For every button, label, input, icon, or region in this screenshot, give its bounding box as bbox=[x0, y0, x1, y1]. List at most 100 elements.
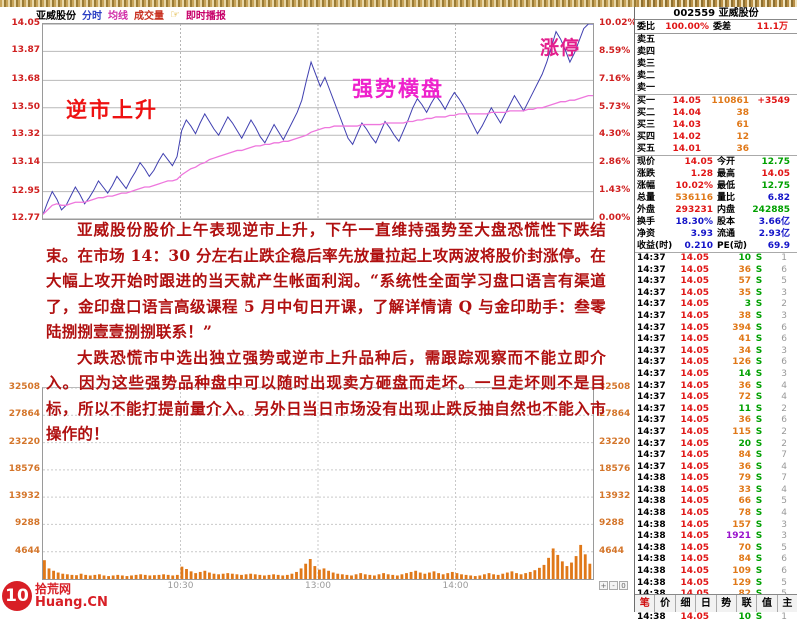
tick-side: S bbox=[755, 519, 763, 530]
bottom-tab[interactable]: 主 bbox=[782, 598, 793, 609]
bid-row[interactable]: 买二 14.04 38 bbox=[635, 107, 797, 119]
toolbar-tab-fenshi[interactable]: 分时 bbox=[82, 10, 102, 22]
tick-price: 14.05 bbox=[680, 368, 709, 379]
bid-delta bbox=[749, 131, 793, 143]
bid-delta bbox=[749, 119, 793, 131]
tick-volume: 70 bbox=[738, 542, 751, 553]
bid-volume: 12 bbox=[736, 132, 749, 142]
weicha-label: 委差 bbox=[713, 21, 732, 32]
stat-label-2: 内盘 bbox=[717, 205, 736, 215]
bid-row[interactable]: 买三 14.03 61 bbox=[635, 119, 797, 131]
bid-row[interactable]: 买四 14.02 12 bbox=[635, 131, 797, 143]
tick-row[interactable]: 14:38 14.05 70 S 5 bbox=[635, 543, 797, 555]
bid-level: 买一 bbox=[637, 96, 656, 106]
bottom-tab[interactable]: 势 bbox=[717, 595, 737, 612]
toolbar-tab-volume[interactable]: 成交量 bbox=[134, 10, 164, 22]
tick-row[interactable]: 14:38 14.05 1921 S 3 bbox=[635, 531, 797, 543]
tick-time: 14:37 bbox=[637, 357, 666, 368]
tick-row[interactable]: 14:38 14.05 109 S 6 bbox=[635, 566, 797, 578]
tick-row[interactable]: 14:37 14.05 126 S 6 bbox=[635, 357, 797, 369]
bottom-tab[interactable]: 笔 bbox=[635, 595, 656, 612]
ask-row[interactable]: 卖五 bbox=[635, 34, 797, 46]
tick-row[interactable]: 14:37 14.05 36 S 6 bbox=[635, 415, 797, 427]
tick-row[interactable]: 14:37 14.05 36 S 4 bbox=[635, 462, 797, 474]
ask-row[interactable]: 卖四 bbox=[635, 46, 797, 58]
bid-row[interactable]: 买一 14.05 110861 +3549 bbox=[635, 95, 797, 107]
bottom-tab[interactable]: 日 bbox=[696, 595, 717, 612]
tick-volume: 38 bbox=[738, 310, 751, 321]
tick-row[interactable]: 14:37 14.05 20 S 2 bbox=[635, 439, 797, 451]
tick-row[interactable]: 14:37 14.05 57 S 5 bbox=[635, 276, 797, 288]
stat-value-2: 14.05 bbox=[761, 169, 790, 179]
bottom-tab[interactable]: 细 bbox=[676, 595, 697, 612]
toolbar-live-broadcast[interactable]: 即时播报 bbox=[185, 10, 226, 22]
tick-by-tick-list[interactable]: 14:37 14.05 10 S 1 14:37 14.05 36 S 6 14:37 14.05 57… bbox=[635, 253, 797, 624]
tick-row[interactable]: 14:37 14.05 35 S 3 bbox=[635, 288, 797, 300]
tick-time: 14:38 bbox=[637, 542, 666, 553]
tick-volume: 66 bbox=[738, 496, 751, 507]
tick-row[interactable]: 14:38 14.05 129 S 5 bbox=[635, 578, 797, 590]
tick-price: 14.05 bbox=[680, 577, 709, 588]
tick-row[interactable]: 14:37 14.05 72 S 4 bbox=[635, 392, 797, 404]
toolbar-tab-junjia[interactable]: 均线 bbox=[108, 10, 128, 22]
bid-delta bbox=[749, 107, 793, 119]
ask-row[interactable]: 卖二 bbox=[635, 70, 797, 82]
zoom-reset-button[interactable]: 0 bbox=[619, 581, 628, 590]
tick-row[interactable]: 14:37 14.05 394 S 6 bbox=[635, 323, 797, 335]
tick-row[interactable]: 14:37 14.05 3 S 2 bbox=[635, 299, 797, 311]
tick-time: 14:37 bbox=[637, 276, 666, 287]
bid-book[interactable]: 买一 14.05 110861 +3549 买二 14.04 38 买三 14.03 61 买四 14… bbox=[635, 95, 797, 155]
chart-zoom-stepper[interactable]: + - 0 bbox=[599, 581, 628, 590]
volume-chart-plot[interactable] bbox=[42, 387, 594, 580]
tick-volume: 33 bbox=[738, 484, 751, 495]
tick-row[interactable]: 14:38 14.05 157 S 3 bbox=[635, 520, 797, 532]
zoom-out-button[interactable]: - bbox=[609, 581, 618, 590]
tick-time: 14:37 bbox=[637, 380, 666, 391]
tick-side: S bbox=[755, 345, 763, 356]
tick-row[interactable]: 14:37 14.05 41 S 6 bbox=[635, 334, 797, 346]
price-chart-plot[interactable] bbox=[42, 23, 594, 220]
ask-row[interactable]: 卖三 bbox=[635, 58, 797, 70]
tick-row[interactable]: 14:37 14.05 36 S 4 bbox=[635, 381, 797, 393]
price-axis-tick-right: 10.02% bbox=[599, 18, 637, 28]
price-axis-tick-right: 0.00% bbox=[599, 213, 631, 223]
tick-row[interactable]: 14:37 14.05 34 S 3 bbox=[635, 346, 797, 358]
bid-row[interactable]: 买五 14.01 36 bbox=[635, 143, 797, 155]
ask-row[interactable]: 卖一 bbox=[635, 82, 797, 94]
tick-row[interactable]: 14:37 14.05 14 S 3 bbox=[635, 369, 797, 381]
tick-time: 14:37 bbox=[637, 392, 666, 403]
price-axis-tick-left: 13.32 bbox=[11, 129, 40, 140]
zoom-in-button[interactable]: + bbox=[599, 581, 608, 590]
tick-row[interactable]: 14:37 14.05 36 S 6 bbox=[635, 265, 797, 277]
tick-count: 3 bbox=[781, 345, 787, 356]
tick-row[interactable]: 14:38 14.05 10 S 1 bbox=[635, 612, 797, 624]
statistic-row: 收益(时) 0.210 PE(动) 69.9 bbox=[635, 240, 797, 252]
tick-row[interactable]: 14:38 14.05 84 S 6 bbox=[635, 554, 797, 566]
tick-count: 3 bbox=[781, 310, 787, 321]
ask-book[interactable]: 卖五 卖四 卖三 卖二 卖一 bbox=[635, 34, 797, 94]
tick-volume: 129 bbox=[732, 577, 751, 588]
bottom-tab[interactable]: 联 bbox=[737, 595, 758, 612]
tick-row[interactable]: 14:38 14.05 66 S 5 bbox=[635, 496, 797, 508]
bid-price: 14.03 bbox=[672, 120, 701, 130]
tick-row[interactable]: 14:38 14.05 79 S 7 bbox=[635, 473, 797, 485]
tick-row[interactable]: 14:38 14.05 33 S 4 bbox=[635, 485, 797, 497]
quote-panel-bottom-tabs[interactable]: 笔价细日势联值主 bbox=[635, 594, 797, 612]
tick-price: 14.05 bbox=[680, 508, 709, 519]
bottom-tab[interactable]: 值 bbox=[757, 595, 778, 612]
stat-value-2: 3.66亿 bbox=[758, 217, 790, 227]
tick-row[interactable]: 14:37 14.05 115 S 2 bbox=[635, 427, 797, 439]
tick-row[interactable]: 14:37 14.05 11 S 2 bbox=[635, 404, 797, 416]
tick-price: 14.05 bbox=[680, 403, 709, 414]
volume-axis-tick-left: 13932 bbox=[8, 491, 40, 502]
tick-row[interactable]: 14:38 14.05 78 S 4 bbox=[635, 508, 797, 520]
tick-row[interactable]: 14:37 14.05 84 S 7 bbox=[635, 450, 797, 462]
bottom-tab[interactable]: 价 bbox=[655, 595, 676, 612]
tick-side: S bbox=[755, 287, 763, 298]
tick-count: 3 bbox=[781, 519, 787, 530]
article-text-overlay: 亚威股份股价上午表现逆市上升，下午一直维持强势至大盘恐慌性下跌结束。在市场 14… bbox=[46, 217, 606, 577]
tick-row[interactable]: 14:37 14.05 38 S 3 bbox=[635, 311, 797, 323]
tick-row[interactable]: 14:37 14.05 10 S 1 bbox=[635, 253, 797, 265]
tick-price: 14.05 bbox=[680, 531, 709, 542]
